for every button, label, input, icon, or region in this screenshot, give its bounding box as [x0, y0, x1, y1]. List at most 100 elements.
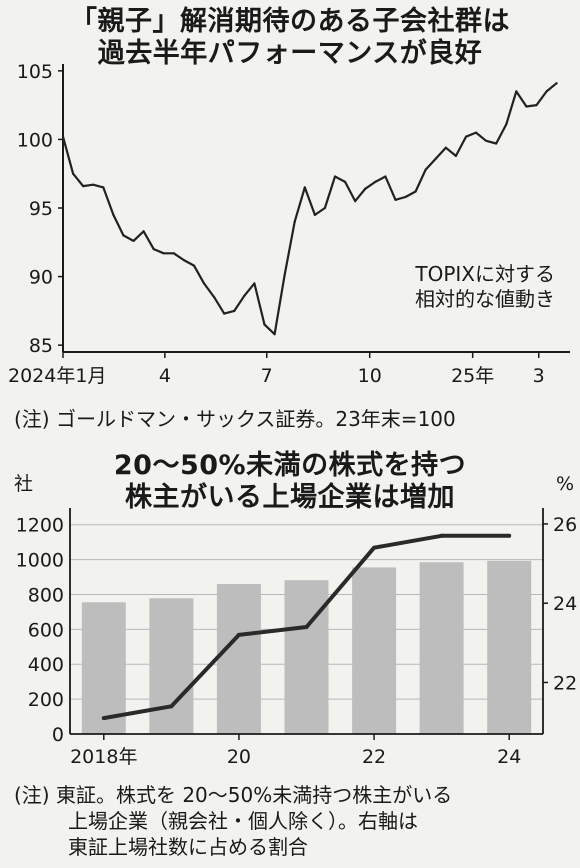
- chart2-title-line2: 株主がいる上場企業は増加: [125, 482, 455, 513]
- chart1-data-point: [323, 206, 326, 210]
- chart2-ratio-point: [507, 533, 512, 538]
- chart1-data-point: [223, 312, 226, 315]
- chart2-line-layer: [101, 533, 512, 721]
- chart2-left-y-ticks: 0 200 400 600 800 1000 1200: [16, 515, 64, 746]
- chart1-x-tick-label: 4: [159, 365, 171, 387]
- chart1-title-line1: 「親子」解消期待のある子会社群は: [70, 6, 510, 37]
- chart2-left-tick-label: 200: [28, 689, 64, 711]
- chart2-left-tick-label: 1200: [16, 515, 64, 537]
- chart1-y-tick-label: 85: [29, 335, 53, 357]
- chart2-bar: [284, 580, 329, 734]
- chart1-x-tick-label: 2024年1月: [8, 365, 106, 387]
- chart2-left-tick-label: 1000: [16, 550, 64, 572]
- chart2-x-ticks: 2018年 20 22 24: [70, 734, 521, 768]
- chart1-data-point: [263, 323, 266, 326]
- chart2-ratio-point: [169, 704, 174, 709]
- chart2-x-tick-label: 22: [362, 746, 386, 768]
- chart1-data-point: [132, 239, 135, 242]
- chart1-data-point: [545, 90, 548, 93]
- chart1-svg: 85 90 95 100 105 2024年1月 4 7 10 25年 3 TOPIXに対する 相…: [8, 61, 570, 387]
- chart1-data-point: [142, 230, 145, 233]
- chart1-data-point: [505, 123, 508, 126]
- chart1-x-tick-label: 7: [261, 365, 273, 387]
- chart1-title-line2: 過去半年パフォーマンスが良好: [97, 38, 483, 69]
- chart2-ratio-point: [304, 625, 309, 629]
- chart2-right-tick-label: 24: [553, 593, 577, 615]
- chart2-axes: [69, 508, 544, 735]
- chart1-data-point: [464, 135, 468, 138]
- chart1-data-point: [283, 274, 286, 277]
- chart2-bar: [487, 560, 532, 734]
- chart2-bar: [352, 567, 397, 734]
- chart1-data-point: [92, 183, 95, 186]
- chart1-data-point: [273, 333, 276, 336]
- chart1-data-point: [515, 90, 518, 93]
- chart2-left-tick-label: 400: [28, 654, 64, 676]
- chart1-data-point: [152, 248, 155, 251]
- chart1-data-point: [374, 180, 377, 183]
- chart1-data-point: [485, 139, 488, 142]
- chart2-bar: [81, 602, 126, 734]
- chart2-x-tick-label: 2018年: [70, 746, 137, 768]
- chart1-data-point: [233, 309, 236, 312]
- chart1-data-point: [404, 195, 407, 199]
- chart1-data-point: [72, 172, 75, 175]
- chart2-left-tick-label: 600: [28, 619, 64, 641]
- chart2-title-line1: 20～50%未満の株式を持つ: [113, 450, 467, 481]
- chart1-data-point: [414, 190, 417, 193]
- chart1-series-line: [61, 82, 558, 336]
- chart2-ratio-point: [372, 545, 377, 550]
- chart1-data-point: [61, 135, 65, 138]
- chart2-left-unit: 社: [14, 473, 33, 495]
- chart1-y-tick-label: 95: [29, 198, 53, 220]
- chart1-annotation-line1: TOPIXに対する: [414, 262, 555, 286]
- chart1-data-point: [333, 175, 337, 178]
- chart1-data-point: [525, 105, 528, 108]
- chart1-data-point: [424, 168, 427, 171]
- chart1-data-point: [384, 175, 387, 178]
- chart1-annotation-line2: 相対的な値動き: [415, 287, 555, 311]
- chart1-data-point: [192, 264, 196, 267]
- chart1-data-point: [474, 131, 478, 134]
- chart1-data-point: [364, 187, 367, 190]
- chart1-line-layer: [61, 82, 558, 336]
- chart2-right-tick-label: 22: [553, 672, 577, 694]
- chart2-right-unit: %: [556, 473, 574, 495]
- chart1-x-tick-label: 10: [358, 365, 382, 387]
- chart1-data-point: [122, 234, 125, 237]
- chart2-bars: [81, 560, 532, 734]
- chart1-data-point: [293, 220, 296, 223]
- chart2-right-tick-label: 26: [553, 514, 577, 536]
- chart2-left-tick-label: 0: [52, 724, 64, 746]
- chart1-note: (注) ゴールドマン・サックス証券。23年末=100: [14, 407, 456, 431]
- chart1-data-point: [213, 296, 216, 299]
- chart2-ratio-point: [236, 632, 241, 637]
- chart1-data-point: [243, 294, 246, 297]
- chart1-y-tick-label: 90: [29, 267, 53, 289]
- chart1-data-point: [172, 252, 175, 255]
- chart1-data-point: [102, 186, 105, 189]
- chart2-ratio-point: [101, 716, 106, 721]
- chart1-data-point: [182, 259, 185, 262]
- chart1-y-tick-label: 100: [17, 129, 53, 151]
- chart1-y-tick-label: 105: [17, 61, 53, 83]
- chart1-data-point: [112, 213, 115, 216]
- chart2-right-y-ticks: 22 24 26: [543, 514, 577, 694]
- chart1-x-tick-label: 3: [533, 365, 545, 387]
- chart2-note-line2: 上場企業（親会社・個人除く）。右軸は: [68, 809, 418, 833]
- chart1-x-tick-label: 25年: [451, 365, 494, 387]
- chart2-bar: [149, 598, 194, 734]
- chart1-data-point: [454, 154, 457, 157]
- chart1-data-point: [394, 198, 397, 201]
- chart2-bar: [419, 562, 464, 734]
- chart1-data-point: [313, 213, 316, 216]
- chart1-y-ticks: 85 90 95 100 105: [17, 61, 63, 357]
- chart1-data-point: [303, 186, 306, 189]
- chart2-bar: [216, 584, 261, 734]
- chart2-x-tick-label: 20: [227, 746, 251, 768]
- chart1-data-point: [253, 282, 256, 285]
- chart1-data-point: [444, 146, 447, 149]
- chart2-ratio-point: [439, 533, 444, 538]
- chart1-data-point: [202, 282, 206, 285]
